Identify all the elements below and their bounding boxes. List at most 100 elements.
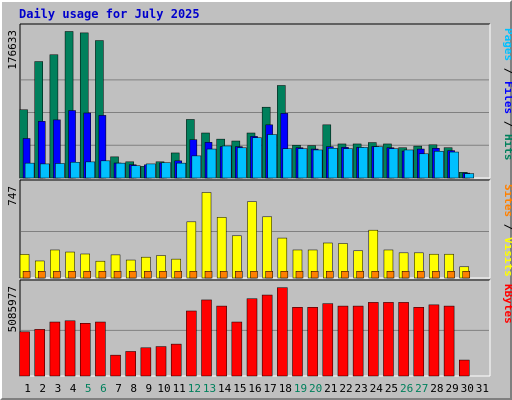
bar-pages-day-14 [221,145,232,179]
bar-kbytes-day-13 [201,299,212,377]
bar-visits-day-24 [368,229,379,279]
bar-kbytes-day-9 [140,347,152,377]
bar-sites-day-26 [401,271,410,279]
bar-visits-day-16 [247,201,257,279]
bar-pages-day-3 [55,163,65,179]
bar-sites-day-28 [432,271,440,279]
bar-pages-day-12 [191,155,202,179]
x-tick-label-day-15: 15 [233,382,246,395]
x-tick-label-day-2: 2 [39,382,46,395]
x-tick-label-day-9: 9 [146,382,153,395]
chart-title: Daily usage for July 2025 [19,7,200,21]
bar-kbytes-day-21 [322,303,334,377]
x-tick-label-day-16: 16 [248,382,261,395]
x-tick-label-day-10: 10 [157,382,170,395]
x-tick-label-day-31: 31 [476,382,489,395]
bar-sites-day-10 [159,271,167,279]
bar-pages-day-7 [115,162,126,179]
bar-kbytes-day-16 [246,298,258,377]
bar-sites-day-29 [447,271,455,279]
x-tick-label-day-20: 20 [309,382,322,395]
panel-requests-y-max-label: 176633 [6,30,19,70]
bar-pages-day-23 [358,147,368,179]
bar-pages-day-28 [434,151,444,179]
bar-visits-day-13 [201,192,212,279]
bar-pages-day-20 [312,149,323,179]
bar-pages-day-4 [70,161,80,179]
bar-sites-day-1 [22,271,31,279]
x-tick-label-day-18: 18 [279,382,292,395]
legend-entry: Pages [502,28,512,61]
bar-sites-day-6 [98,271,107,279]
bar-sites-day-21 [326,271,334,279]
legend-entry: / [502,217,512,237]
bar-kbytes-day-29 [443,305,455,377]
bar-sites-day-15 [235,271,243,279]
bar-sites-day-17 [265,271,273,279]
bar-kbytes-day-8 [125,351,136,377]
x-tick-label-day-17: 17 [264,382,277,395]
bar-kbytes-day-1 [19,331,30,377]
legend-entry: Sites [502,184,512,217]
bar-pages-day-19 [297,148,308,179]
bar-sites-day-7 [113,271,122,279]
x-tick-label-day-26: 26 [400,382,413,395]
bar-sites-day-5 [83,271,91,279]
bar-pages-day-15 [237,147,247,179]
bar-visits-day-14 [216,217,227,279]
panel-visits-legend: Sites / Visits [502,184,512,277]
bar-kbytes-day-12 [186,310,197,377]
bar-visits-day-17 [262,216,272,279]
bar-pages-day-22 [343,148,353,179]
legend-entry: Files [502,81,512,114]
panel-visits-y-max-label: 747 [6,186,19,206]
bar-sites-day-27 [417,271,425,279]
x-tick-label-day-24: 24 [370,382,384,395]
bar-kbytes-day-17 [261,294,273,377]
x-tick-label-day-13: 13 [203,382,216,395]
bar-sites-day-16 [250,271,258,279]
bar-sites-day-13 [204,271,213,279]
bar-kbytes-day-4 [64,320,76,377]
bar-kbytes-day-30 [459,359,470,377]
bar-pages-day-8 [130,165,141,179]
bar-kbytes-day-28 [428,304,440,377]
x-tick-label-day-19: 19 [294,382,307,395]
bar-sites-day-11 [174,271,182,279]
bar-pages-day-21 [328,148,338,179]
bar-sites-day-4 [68,271,76,279]
bar-pages-day-5 [85,161,95,179]
bar-kbytes-day-24 [368,302,379,377]
bar-pages-day-27 [419,153,429,179]
x-tick-label-day-30: 30 [461,382,474,395]
bar-pages-day-9 [146,163,156,179]
x-tick-label-day-7: 7 [115,382,122,395]
x-tick-label-day-5: 5 [85,382,92,395]
bar-pages-day-16 [252,137,262,179]
bar-sites-day-8 [128,271,137,279]
bar-pages-day-2 [39,163,50,179]
bar-pages-day-29 [449,151,459,179]
bar-kbytes-day-25 [383,302,394,377]
bar-sites-day-24 [371,271,380,279]
x-tick-label-day-4: 4 [70,382,77,395]
bar-kbytes-day-22 [337,305,349,377]
bar-sites-day-18 [280,271,289,279]
bar-sites-day-12 [189,271,198,279]
x-tick-label-day-23: 23 [355,382,368,395]
x-tick-label-day-11: 11 [173,382,186,395]
panel-kbytes-y-max-label: 5085977 [6,286,19,332]
x-tick-label-day-14: 14 [218,382,232,395]
x-tick-label-day-29: 29 [445,382,458,395]
legend-entry: Visits [502,237,512,277]
bar-pages-day-18 [282,148,293,179]
panel-kbytes-legend: KBytes [502,284,512,324]
bar-pages-day-1 [24,162,35,179]
legend-entry: / [502,114,512,134]
bar-kbytes-day-3 [49,321,61,377]
bar-kbytes-day-23 [352,305,364,377]
x-tick-label-day-1: 1 [24,382,31,395]
x-tick-label-day-27: 27 [415,382,428,395]
bar-kbytes-day-7 [110,354,121,377]
